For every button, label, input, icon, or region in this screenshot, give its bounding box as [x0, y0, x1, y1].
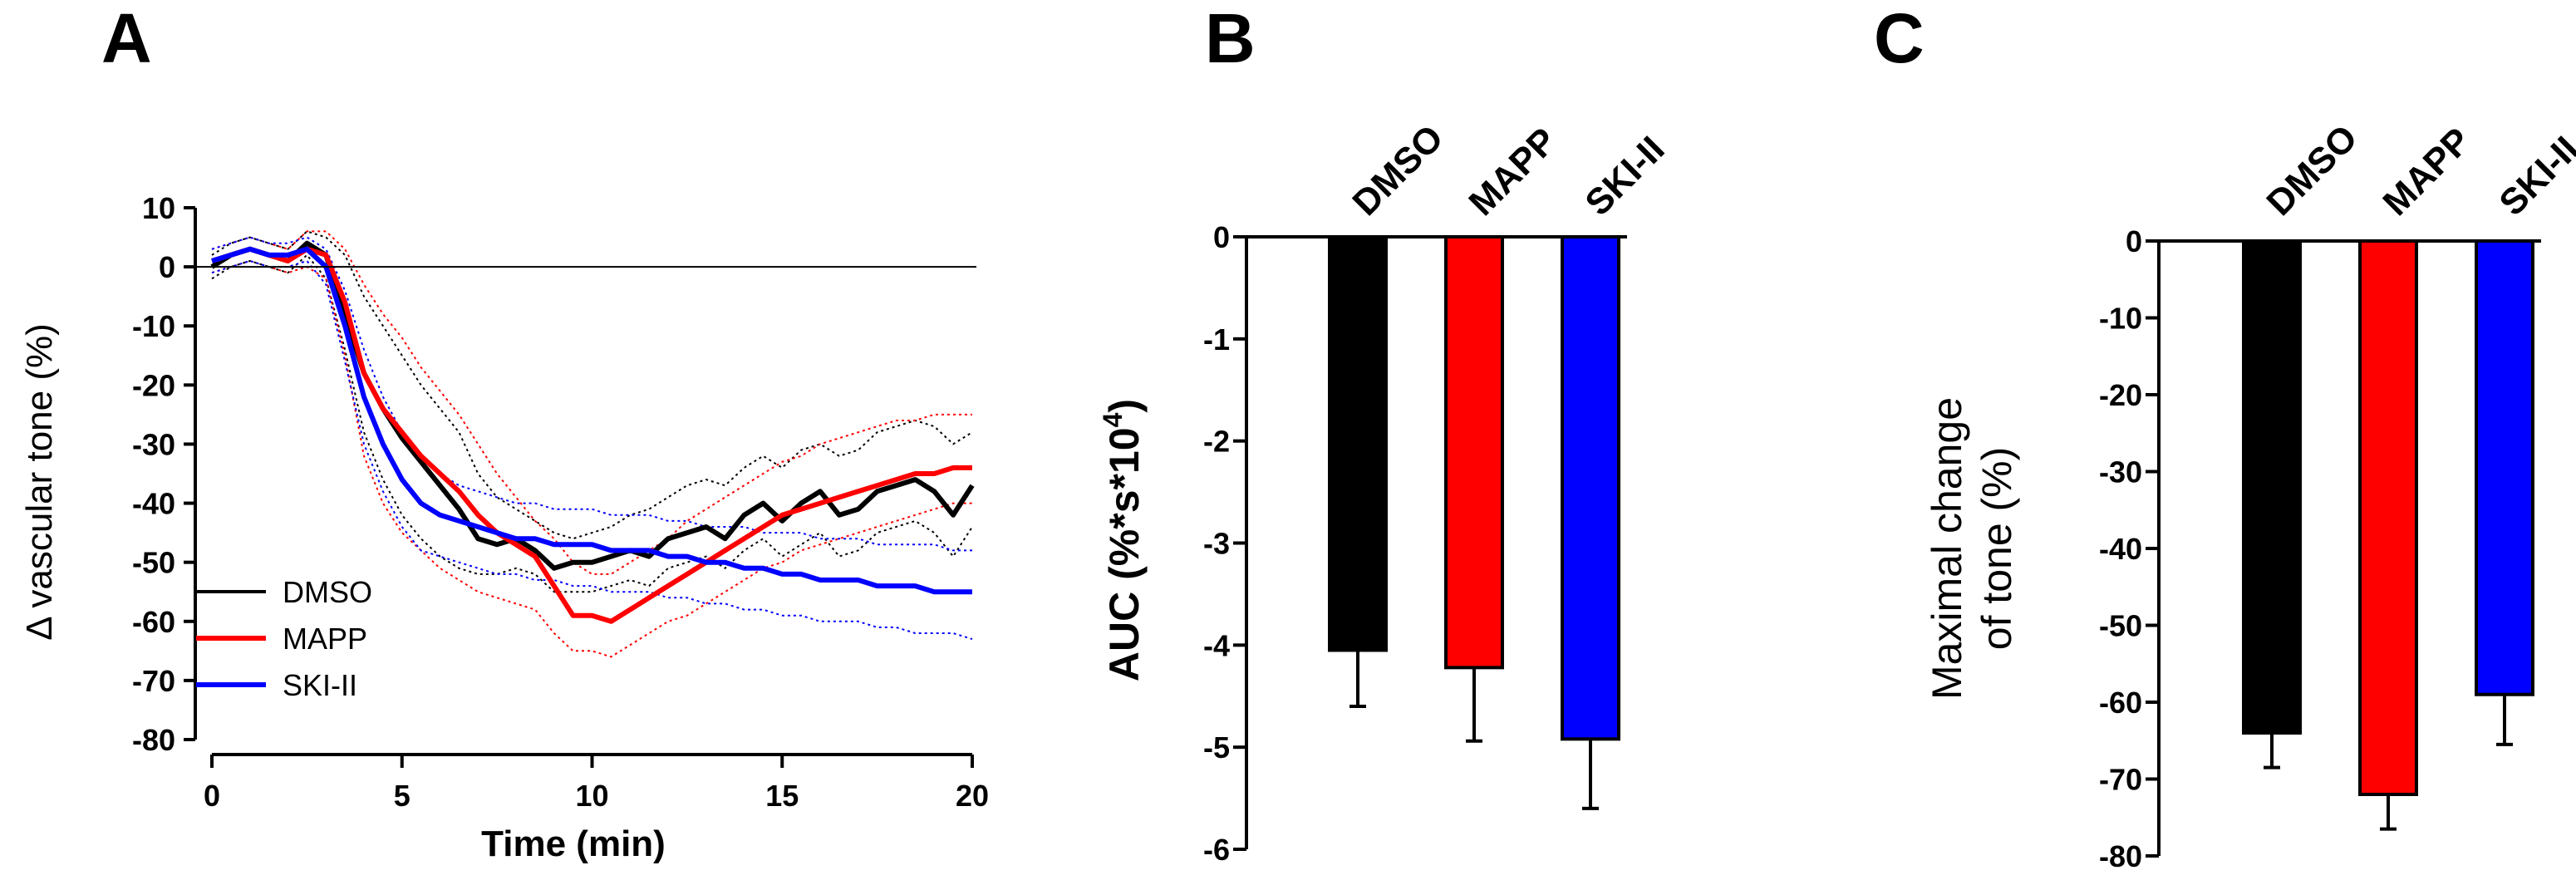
series-ski-ii-line	[211, 246, 972, 595]
panel-a-y-ticks: 10 0 -10 -20 -30 -40 -50 -60 -70 -80	[132, 191, 195, 757]
panel-a-y-tick-label: -20	[132, 368, 175, 402]
panel-a-y-tick-label: 0	[159, 250, 175, 284]
panel-c-y-tick-label: -40	[2099, 532, 2142, 566]
panel-b-y-tick-label: -6	[1203, 833, 1230, 867]
panel-letter-a: A	[101, 0, 152, 77]
legend-label-mapp: MAPP	[283, 622, 367, 656]
series-mapp-upper-band	[211, 230, 972, 575]
panel-letter-c: C	[1874, 0, 1925, 77]
panel-a-y-tick-label: -70	[132, 664, 175, 698]
panel-b-category-label-mapp: MAPP	[1461, 120, 1565, 224]
panel-b-y-tick-label: -1	[1203, 322, 1230, 356]
panel-c-error-bars	[2264, 694, 2513, 831]
panel-a-x-tick-label: 5	[394, 779, 410, 813]
panel-b-y-tick-label: 0	[1213, 220, 1230, 254]
panel-b-y-tick-label: -2	[1203, 425, 1230, 459]
panel-b-y-tick-label: -4	[1203, 628, 1230, 662]
panel-b-y-axis-title: AUC (%*s*104)	[1098, 399, 1148, 681]
series-mapp-lower-band	[211, 259, 972, 658]
panel-b-bar-chart: 0 -1 -2 -3 -4 -5 -6 DMSO MAPP SKI-II AUC (%*s*10…	[1098, 117, 1673, 867]
panel-a-y-tick-label: 10	[142, 191, 175, 225]
legend-label-dmso: DMSO	[283, 575, 372, 609]
panel-a-y-tick-label: -50	[132, 546, 175, 580]
panel-a-x-tick-label: 20	[956, 779, 989, 813]
panel-b-category-label-ski-ii: SKI-II	[1577, 129, 1672, 224]
legend-label-ski-ii: SKI-II	[283, 668, 357, 702]
panel-b-y-axis-title-close: )	[1101, 399, 1148, 413]
panel-b-category-labels: DMSO MAPP SKI-II	[1345, 117, 1672, 224]
panel-a-y-axis-title: Δ vascular tone (%)	[19, 323, 60, 641]
panel-c-bar-dmso	[2242, 239, 2302, 735]
panel-b-error-bars	[1349, 650, 1599, 810]
panel-a-series-lines	[210, 240, 975, 624]
panel-a-error-bands	[211, 230, 973, 658]
legend-item-ski-ii: SKI-II	[196, 668, 357, 702]
legend-item-dmso: DMSO	[196, 575, 372, 609]
panel-c-y-tick-label: -70	[2099, 763, 2142, 797]
panel-b-y-tick-label: -5	[1203, 730, 1230, 765]
series-ski-ii-upper-band	[211, 236, 972, 552]
panel-c-bar-ski-ii	[2475, 239, 2534, 696]
panel-c-y-axis-title-line2: of tone (%)	[1974, 447, 2020, 651]
panel-a-x-axis-title: Time (min)	[481, 824, 666, 864]
panel-a-x-tick-label: 15	[765, 779, 799, 813]
panel-b-y-tick-label: -3	[1203, 527, 1230, 561]
panel-c-y-tick-label: -20	[2099, 378, 2142, 412]
panel-c-y-tick-label: -60	[2099, 686, 2142, 720]
panel-a-y-tick-label: -40	[132, 487, 175, 521]
panel-b-y-axis-title-exponent: 4	[1098, 412, 1128, 427]
panel-c-category-label-mapp: MAPP	[2375, 120, 2479, 224]
panel-c-bar-chart: 0 -10 -20 -30 -40 -50 -60 -70 -80 DMSO MAPP SKI-II…	[1924, 117, 2576, 873]
panel-c-y-tick-label: -80	[2099, 839, 2142, 873]
panel-a-y-tick-label: -30	[132, 427, 175, 461]
panel-c-y-ticks: 0 -10 -20 -30 -40 -50 -60 -70 -80	[2099, 224, 2159, 873]
panel-c-y-tick-label: -30	[2099, 455, 2142, 489]
series-mapp-line	[211, 246, 972, 624]
panel-c-y-axis-title-line1: Maximal change	[1924, 397, 1970, 700]
series-dmso-upper-band	[211, 230, 973, 540]
panel-b-y-ticks: 0 -1 -2 -3 -4 -5 -6	[1203, 220, 1246, 867]
series-dmso-line	[210, 240, 975, 571]
panel-c-category-label-ski-ii: SKI-II	[2491, 129, 2576, 224]
panel-b-bars	[1328, 235, 1620, 741]
panel-b-y-axis-title-main: AUC (%*s*10	[1101, 427, 1148, 681]
panel-b-bar-mapp	[1444, 235, 1504, 670]
panel-c-y-tick-label: 0	[2126, 224, 2142, 258]
panel-a-y-tick-label: -60	[132, 605, 175, 639]
panel-c-bars	[2242, 239, 2534, 796]
legend-item-mapp: MAPP	[196, 622, 367, 656]
panel-b-bar-ski-ii	[1561, 235, 1620, 741]
panel-c-y-tick-label: -50	[2099, 609, 2142, 643]
panel-c-category-label-dmso: DMSO	[2259, 117, 2365, 224]
panel-letter-b: B	[1205, 0, 1256, 77]
panel-a-y-tick-label: -10	[132, 309, 175, 343]
panel-b-category-label-dmso: DMSO	[1345, 117, 1451, 224]
panel-b-bar-dmso	[1328, 235, 1388, 652]
panel-c-bar-mapp	[2358, 239, 2418, 796]
panel-a-x-tick-label: 0	[204, 779, 220, 813]
panel-c-y-tick-label: -10	[2099, 302, 2142, 336]
series-dmso-lower-band	[211, 253, 973, 593]
panel-a-x-tick-label: 10	[575, 779, 608, 813]
panel-c-category-labels: DMSO MAPP SKI-II	[2259, 117, 2576, 224]
panel-a-legend: DMSO MAPP SKI-II	[196, 575, 372, 702]
panel-a-x-ticks: 0 5 10 15 20	[204, 755, 989, 813]
panel-a-y-tick-label: -80	[132, 723, 175, 757]
panel-a-line-chart: 10 0 -10 -20 -30 -40 -50 -60 -70 -80 0 5 10 15 20 Tim…	[19, 191, 989, 864]
series-ski-ii-lower-band	[211, 259, 973, 641]
